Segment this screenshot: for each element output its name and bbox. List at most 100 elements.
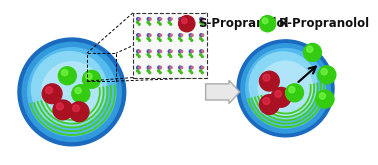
Circle shape	[149, 34, 151, 36]
Circle shape	[191, 18, 193, 20]
Circle shape	[189, 34, 192, 37]
Circle shape	[56, 103, 64, 110]
Circle shape	[149, 66, 151, 69]
Circle shape	[170, 18, 172, 20]
Circle shape	[147, 50, 150, 53]
Circle shape	[170, 66, 172, 69]
Circle shape	[201, 23, 203, 25]
Circle shape	[160, 34, 162, 36]
Circle shape	[168, 34, 171, 37]
Circle shape	[246, 49, 325, 128]
Circle shape	[147, 34, 150, 37]
Circle shape	[179, 70, 181, 72]
Circle shape	[147, 21, 149, 23]
Circle shape	[168, 54, 170, 56]
Circle shape	[181, 34, 183, 36]
Circle shape	[179, 37, 181, 39]
Circle shape	[147, 70, 149, 72]
Circle shape	[158, 18, 161, 20]
Circle shape	[179, 66, 182, 69]
Circle shape	[307, 46, 313, 52]
Circle shape	[189, 66, 192, 69]
Circle shape	[138, 23, 140, 25]
Circle shape	[200, 50, 203, 53]
Circle shape	[189, 21, 191, 23]
Circle shape	[179, 34, 182, 37]
Circle shape	[189, 70, 191, 72]
Circle shape	[263, 98, 270, 104]
Circle shape	[318, 66, 336, 84]
Circle shape	[181, 18, 183, 20]
Circle shape	[137, 34, 139, 37]
Circle shape	[69, 102, 89, 122]
Circle shape	[259, 61, 313, 116]
Circle shape	[147, 54, 149, 56]
Circle shape	[181, 50, 183, 52]
Circle shape	[200, 34, 203, 37]
Circle shape	[201, 50, 204, 52]
Circle shape	[42, 84, 62, 104]
Circle shape	[191, 34, 193, 36]
Circle shape	[168, 66, 171, 69]
Circle shape	[53, 100, 73, 120]
Circle shape	[180, 39, 182, 41]
Circle shape	[149, 39, 151, 41]
Circle shape	[191, 66, 193, 69]
Circle shape	[259, 95, 279, 114]
Circle shape	[159, 72, 161, 74]
Circle shape	[271, 87, 291, 107]
Circle shape	[289, 86, 295, 93]
Circle shape	[158, 54, 160, 56]
Circle shape	[168, 50, 171, 53]
Circle shape	[159, 23, 161, 25]
Circle shape	[137, 18, 139, 20]
Circle shape	[83, 70, 101, 88]
Circle shape	[136, 54, 139, 56]
Circle shape	[191, 72, 193, 74]
Circle shape	[259, 16, 276, 32]
Circle shape	[168, 18, 171, 20]
Circle shape	[316, 90, 334, 108]
Circle shape	[200, 54, 202, 56]
FancyArrow shape	[206, 80, 240, 104]
Circle shape	[170, 56, 172, 57]
Circle shape	[137, 50, 139, 53]
Circle shape	[321, 69, 327, 75]
Circle shape	[138, 50, 141, 52]
Circle shape	[191, 39, 193, 41]
Circle shape	[42, 62, 102, 122]
Circle shape	[31, 51, 107, 127]
Circle shape	[28, 48, 116, 136]
Circle shape	[168, 37, 170, 39]
Circle shape	[138, 18, 141, 20]
Circle shape	[170, 23, 172, 25]
Circle shape	[170, 39, 172, 41]
Circle shape	[149, 23, 151, 25]
Circle shape	[137, 66, 139, 69]
Circle shape	[138, 72, 140, 74]
Circle shape	[181, 18, 187, 24]
Circle shape	[201, 72, 203, 74]
Circle shape	[249, 52, 317, 120]
Circle shape	[179, 21, 181, 23]
Circle shape	[136, 70, 139, 72]
Circle shape	[191, 56, 193, 57]
Circle shape	[160, 66, 162, 69]
Circle shape	[160, 50, 162, 52]
Circle shape	[201, 56, 203, 57]
Circle shape	[158, 37, 160, 39]
Circle shape	[189, 54, 191, 56]
Circle shape	[170, 72, 172, 74]
Circle shape	[201, 34, 204, 36]
Circle shape	[22, 42, 121, 142]
Circle shape	[149, 56, 151, 57]
Circle shape	[179, 18, 182, 20]
Circle shape	[86, 73, 92, 79]
Circle shape	[179, 54, 181, 56]
Circle shape	[149, 18, 151, 20]
Circle shape	[62, 69, 68, 76]
Circle shape	[200, 18, 203, 20]
Circle shape	[180, 56, 182, 57]
Circle shape	[147, 66, 150, 69]
Circle shape	[75, 87, 81, 94]
